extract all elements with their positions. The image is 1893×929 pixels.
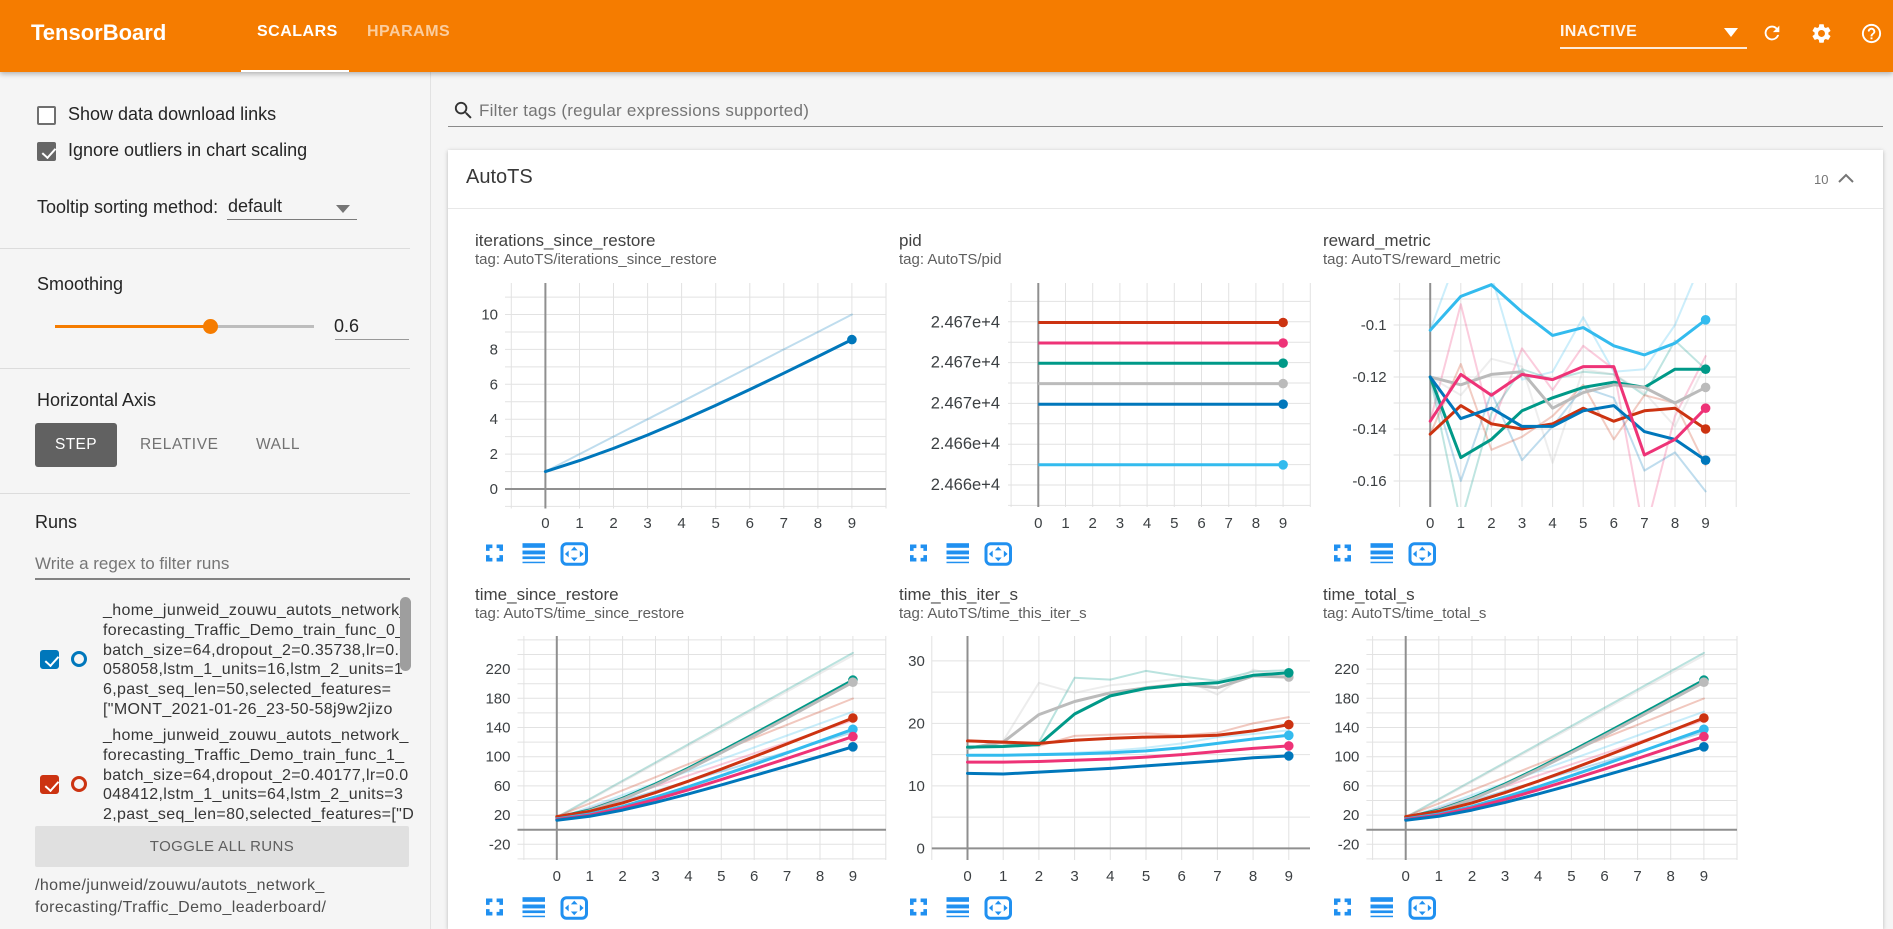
svg-text:8: 8 bbox=[1252, 515, 1260, 532]
svg-text:3: 3 bbox=[1070, 868, 1078, 885]
svg-text:-20: -20 bbox=[489, 836, 511, 853]
svg-text:7: 7 bbox=[1213, 868, 1221, 885]
svg-text:1: 1 bbox=[586, 868, 594, 885]
svg-text:1: 1 bbox=[1457, 515, 1465, 532]
svg-text:2.466e+4: 2.466e+4 bbox=[931, 435, 1000, 453]
svg-text:8: 8 bbox=[1667, 868, 1675, 885]
svg-text:3: 3 bbox=[1116, 515, 1124, 532]
svg-text:20: 20 bbox=[1343, 807, 1360, 824]
svg-text:60: 60 bbox=[1343, 778, 1360, 795]
svg-text:2: 2 bbox=[490, 446, 498, 463]
svg-text:6: 6 bbox=[1600, 868, 1608, 885]
svg-text:2: 2 bbox=[618, 868, 626, 885]
svg-text:4: 4 bbox=[490, 411, 498, 428]
svg-text:20: 20 bbox=[494, 807, 511, 824]
svg-text:8: 8 bbox=[490, 341, 498, 358]
svg-text:30: 30 bbox=[908, 653, 925, 670]
svg-text:9: 9 bbox=[1279, 515, 1287, 532]
svg-text:-0.12: -0.12 bbox=[1352, 369, 1386, 386]
svg-text:8: 8 bbox=[816, 868, 824, 885]
svg-text:7: 7 bbox=[780, 515, 788, 532]
svg-text:9: 9 bbox=[849, 868, 857, 885]
svg-text:140: 140 bbox=[485, 720, 510, 737]
svg-text:6: 6 bbox=[1197, 515, 1205, 532]
svg-text:8: 8 bbox=[1671, 515, 1679, 532]
svg-text:5: 5 bbox=[712, 515, 720, 532]
svg-text:0: 0 bbox=[553, 868, 561, 885]
svg-text:8: 8 bbox=[1249, 868, 1257, 885]
svg-text:6: 6 bbox=[746, 515, 754, 532]
svg-text:7: 7 bbox=[783, 868, 791, 885]
svg-text:0: 0 bbox=[1034, 515, 1042, 532]
svg-text:4: 4 bbox=[677, 515, 685, 532]
svg-text:9: 9 bbox=[848, 515, 856, 532]
svg-text:7: 7 bbox=[1633, 868, 1641, 885]
svg-text:0: 0 bbox=[1426, 515, 1434, 532]
svg-text:2: 2 bbox=[1487, 515, 1495, 532]
svg-text:4: 4 bbox=[1143, 515, 1151, 532]
svg-text:5: 5 bbox=[717, 868, 725, 885]
svg-text:100: 100 bbox=[1334, 749, 1359, 766]
svg-text:1: 1 bbox=[999, 868, 1007, 885]
svg-text:2: 2 bbox=[1468, 868, 1476, 885]
svg-text:7: 7 bbox=[1225, 515, 1233, 532]
svg-text:180: 180 bbox=[485, 690, 510, 707]
svg-text:1: 1 bbox=[1435, 868, 1443, 885]
svg-text:5: 5 bbox=[1170, 515, 1178, 532]
svg-text:-0.1: -0.1 bbox=[1361, 317, 1387, 334]
svg-text:2: 2 bbox=[1035, 868, 1043, 885]
svg-text:220: 220 bbox=[1334, 661, 1359, 678]
svg-text:100: 100 bbox=[485, 749, 510, 766]
svg-text:0: 0 bbox=[963, 868, 971, 885]
svg-text:2.466e+4: 2.466e+4 bbox=[931, 476, 1000, 494]
svg-text:4: 4 bbox=[684, 868, 692, 885]
svg-text:2: 2 bbox=[609, 515, 617, 532]
svg-text:6: 6 bbox=[750, 868, 758, 885]
svg-text:3: 3 bbox=[643, 515, 651, 532]
svg-text:5: 5 bbox=[1567, 868, 1575, 885]
svg-text:4: 4 bbox=[1548, 515, 1556, 532]
svg-text:6: 6 bbox=[490, 376, 498, 393]
svg-text:2.467e+4: 2.467e+4 bbox=[931, 314, 1000, 332]
svg-text:9: 9 bbox=[1700, 868, 1708, 885]
svg-text:2.467e+4: 2.467e+4 bbox=[931, 394, 1000, 412]
svg-text:10: 10 bbox=[908, 778, 925, 795]
svg-text:9: 9 bbox=[1701, 515, 1709, 532]
svg-text:0: 0 bbox=[490, 481, 498, 498]
svg-text:4: 4 bbox=[1534, 868, 1542, 885]
svg-text:-0.14: -0.14 bbox=[1352, 421, 1386, 438]
svg-text:0: 0 bbox=[541, 515, 549, 532]
svg-text:9: 9 bbox=[1285, 868, 1293, 885]
svg-text:0: 0 bbox=[916, 840, 924, 857]
svg-text:0: 0 bbox=[1402, 868, 1410, 885]
svg-text:-20: -20 bbox=[1338, 836, 1360, 853]
svg-text:3: 3 bbox=[651, 868, 659, 885]
svg-text:2: 2 bbox=[1089, 515, 1097, 532]
svg-text:-0.16: -0.16 bbox=[1352, 473, 1386, 490]
svg-text:5: 5 bbox=[1142, 868, 1150, 885]
svg-text:180: 180 bbox=[1334, 690, 1359, 707]
svg-text:60: 60 bbox=[494, 778, 511, 795]
svg-text:140: 140 bbox=[1334, 720, 1359, 737]
svg-text:2.467e+4: 2.467e+4 bbox=[931, 354, 1000, 372]
svg-text:1: 1 bbox=[1061, 515, 1069, 532]
svg-text:6: 6 bbox=[1178, 868, 1186, 885]
svg-text:7: 7 bbox=[1640, 515, 1648, 532]
svg-text:1: 1 bbox=[575, 515, 583, 532]
svg-text:3: 3 bbox=[1501, 868, 1509, 885]
svg-text:6: 6 bbox=[1610, 515, 1618, 532]
svg-text:8: 8 bbox=[814, 515, 822, 532]
svg-text:3: 3 bbox=[1518, 515, 1526, 532]
svg-text:10: 10 bbox=[481, 307, 498, 324]
svg-text:20: 20 bbox=[908, 715, 925, 732]
svg-text:220: 220 bbox=[485, 661, 510, 678]
svg-text:5: 5 bbox=[1579, 515, 1587, 532]
svg-text:4: 4 bbox=[1106, 868, 1114, 885]
